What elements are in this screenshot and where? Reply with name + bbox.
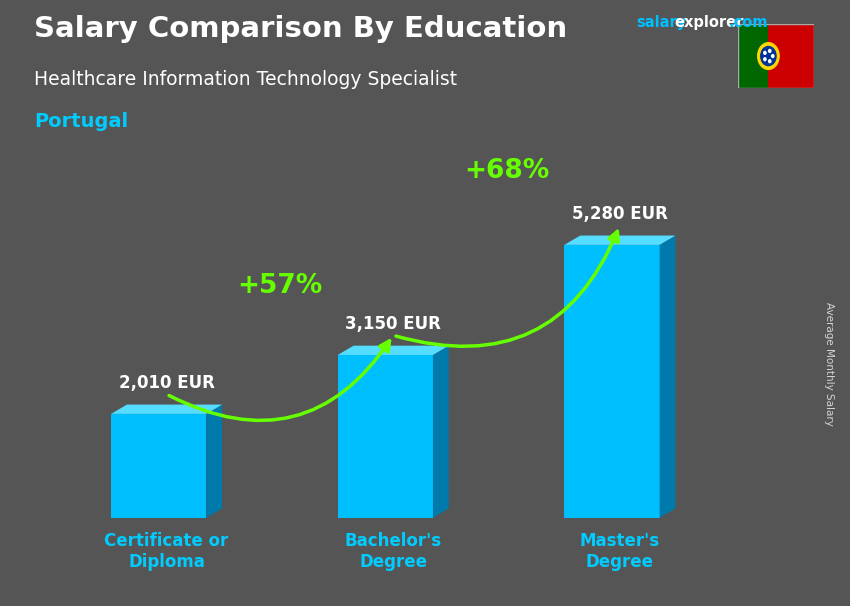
Circle shape (764, 52, 766, 55)
Text: Average Monthly Salary: Average Monthly Salary (824, 302, 834, 425)
Circle shape (768, 50, 771, 52)
Text: Salary Comparison By Education: Salary Comparison By Education (34, 15, 567, 43)
Circle shape (764, 58, 766, 61)
Text: 3,150 EUR: 3,150 EUR (345, 315, 441, 333)
Text: .com: .com (728, 15, 768, 30)
Text: +57%: +57% (237, 273, 322, 299)
Polygon shape (433, 345, 449, 518)
Polygon shape (111, 405, 222, 414)
Polygon shape (660, 236, 676, 518)
Text: Master's
Degree: Master's Degree (580, 532, 660, 571)
Circle shape (761, 47, 776, 65)
Polygon shape (564, 236, 676, 245)
Circle shape (757, 42, 779, 70)
Text: salary: salary (636, 15, 686, 30)
Polygon shape (738, 24, 768, 88)
Polygon shape (207, 405, 222, 518)
Text: 2,010 EUR: 2,010 EUR (119, 374, 214, 392)
Text: 5,280 EUR: 5,280 EUR (572, 205, 668, 223)
Circle shape (772, 55, 774, 58)
Polygon shape (564, 245, 660, 518)
Text: Certificate or
Diploma: Certificate or Diploma (105, 532, 229, 571)
Text: Healthcare Information Technology Specialist: Healthcare Information Technology Specia… (34, 70, 457, 88)
Polygon shape (337, 355, 433, 518)
Text: Portugal: Portugal (34, 112, 128, 131)
Polygon shape (337, 345, 449, 355)
Polygon shape (768, 24, 814, 88)
Text: Bachelor's
Degree: Bachelor's Degree (345, 532, 442, 571)
Text: +68%: +68% (464, 158, 549, 184)
Circle shape (768, 60, 771, 62)
Polygon shape (111, 414, 207, 518)
Text: explorer: explorer (674, 15, 744, 30)
